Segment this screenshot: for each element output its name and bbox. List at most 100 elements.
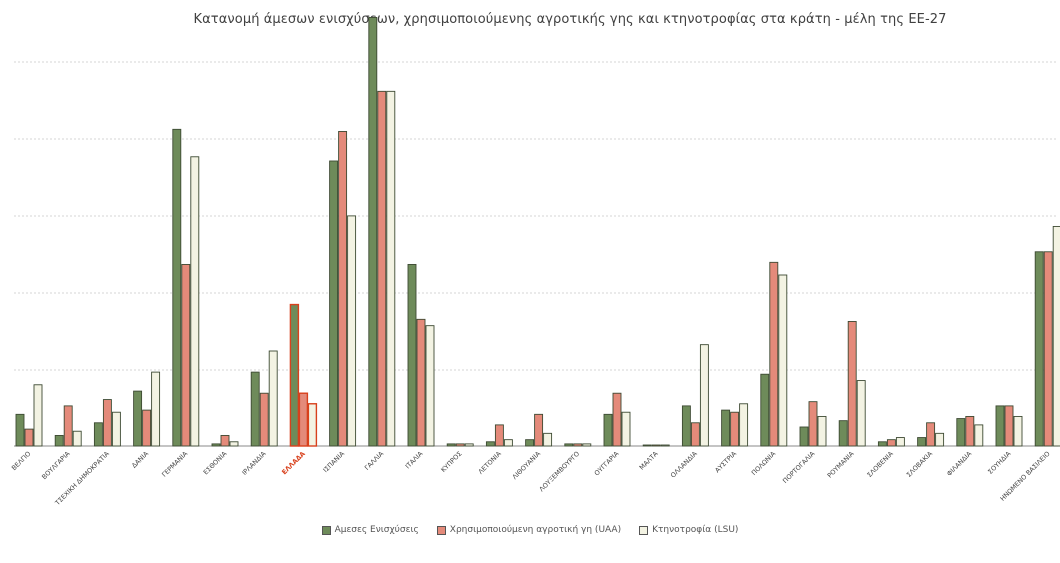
bar	[211, 443, 221, 447]
tick-label: ΓΑΛΛΙΑ	[363, 449, 386, 472]
bar	[935, 432, 945, 447]
bar	[534, 413, 544, 447]
bar	[425, 325, 435, 447]
bar	[974, 424, 984, 447]
legend-label: Αμεσες Ενισχύσεις	[334, 525, 419, 535]
tick-label: ΡΟΥΜΑΝΙΑ	[826, 449, 856, 479]
legend-entry: Χρησιμοποιούμενη αγροτική γη (UAA)	[436, 525, 622, 535]
bar	[699, 344, 709, 447]
bar	[877, 441, 887, 447]
bar	[455, 443, 465, 447]
bar	[603, 413, 613, 447]
legend-swatch	[321, 525, 331, 535]
bar	[133, 390, 143, 447]
bar	[965, 415, 975, 447]
bar	[621, 411, 631, 447]
bar	[760, 373, 770, 447]
bar	[464, 443, 474, 447]
bar	[377, 90, 387, 447]
tick-label: ΙΣΠΑΝΙΑ	[322, 449, 347, 474]
bar	[886, 439, 896, 447]
bar	[24, 428, 34, 447]
bar	[503, 439, 513, 447]
bar	[838, 420, 848, 447]
bar	[111, 411, 121, 447]
tick-label: ΑΥΣΤΡΙΑ	[713, 449, 738, 474]
tick-label: ΙΤΑΛΙΑ	[404, 449, 425, 470]
bar	[564, 443, 574, 447]
tick-label: ΜΑΛΤΑ	[638, 449, 660, 471]
legend-entry: Κτηνοτροφία (LSU)	[639, 525, 738, 535]
bar	[142, 409, 152, 447]
bar	[769, 261, 779, 447]
tick-label: ΙΡΛΑΝΔΙΑ	[240, 449, 268, 477]
bar	[307, 403, 318, 447]
bar	[847, 320, 857, 447]
tick-label: ΣΟΥΗΔΙΑ	[986, 449, 1012, 475]
bar	[543, 432, 553, 447]
bar	[102, 399, 112, 447]
bar	[33, 384, 43, 447]
bar	[525, 439, 535, 447]
tick-label: ΣΛΟΒΕΝΙΑ	[865, 449, 895, 479]
tick-label: ΦΙΛΑΝΔΙΑ	[945, 449, 973, 477]
bar	[817, 415, 827, 447]
bar	[347, 215, 357, 447]
bar	[1052, 225, 1060, 447]
legend-label: Χρησιμοποιούμενη αγροτική γη (UAA)	[449, 525, 622, 535]
bar	[799, 426, 809, 447]
bar	[268, 350, 278, 447]
bar	[926, 422, 936, 447]
tick-label: ΕΣΘΟΝΙΑ	[202, 449, 229, 476]
bar	[368, 16, 378, 447]
bar	[298, 392, 309, 447]
bar	[642, 444, 652, 447]
legend-label: Κτηνοτροφία (LSU)	[652, 525, 739, 535]
bar	[612, 392, 622, 447]
bar	[1043, 251, 1053, 447]
tick-label: ΠΟΛΩΝΙΑ	[750, 449, 778, 477]
bar	[259, 392, 269, 447]
tick-label: ΛΙΘΟΥΑΝΙΑ	[511, 449, 543, 481]
tick-label: ΒΟΥΛΓΑΡΙΑ	[40, 449, 72, 481]
bar	[151, 371, 161, 447]
bar	[573, 443, 583, 447]
bar	[1004, 405, 1014, 447]
bar	[416, 318, 426, 447]
bars	[15, 16, 1060, 447]
bar	[386, 90, 396, 447]
bar	[72, 430, 82, 447]
bar	[63, 405, 73, 447]
bar	[181, 263, 191, 447]
bar	[917, 437, 927, 447]
bar	[730, 411, 740, 447]
bar	[289, 303, 300, 447]
legend: Αμεσες Ενισχύσεις Χρησιμοποιούμενη αγροτι…	[0, 525, 1060, 535]
bar	[956, 418, 966, 447]
bar	[15, 413, 25, 447]
tick-label: ΛΟΥΞΕΜΒΟΥΡΓΟ	[538, 450, 582, 494]
bar	[220, 434, 230, 447]
bar	[329, 160, 339, 447]
legend-entry: Αμεσες Ενισχύσεις	[321, 525, 419, 535]
tick-label: ΟΛΛΑΝΔΙΑ	[669, 449, 699, 479]
bar	[229, 441, 239, 447]
tick-label: ΛΕΤΟΝΙΑ	[477, 449, 503, 475]
bar	[808, 401, 818, 447]
tick-label: ΒΕΛΓΙΟ	[10, 450, 32, 472]
tick-label: ΣΛΟΒΑΚΙΑ	[905, 449, 935, 479]
bar	[190, 156, 200, 447]
tick-label: ΔΑΝΙΑ	[130, 449, 150, 469]
bar	[485, 441, 495, 447]
bar	[1034, 251, 1044, 447]
bar	[582, 443, 592, 447]
tick-label: ΟΥΓΓΑΡΙΑ	[593, 449, 621, 477]
bar	[172, 128, 182, 447]
bar	[1013, 415, 1023, 447]
bar	[338, 130, 348, 447]
tick-label: ΕΛΛΑΔΑ	[280, 450, 307, 477]
bar	[690, 422, 700, 447]
bar	[895, 437, 905, 447]
